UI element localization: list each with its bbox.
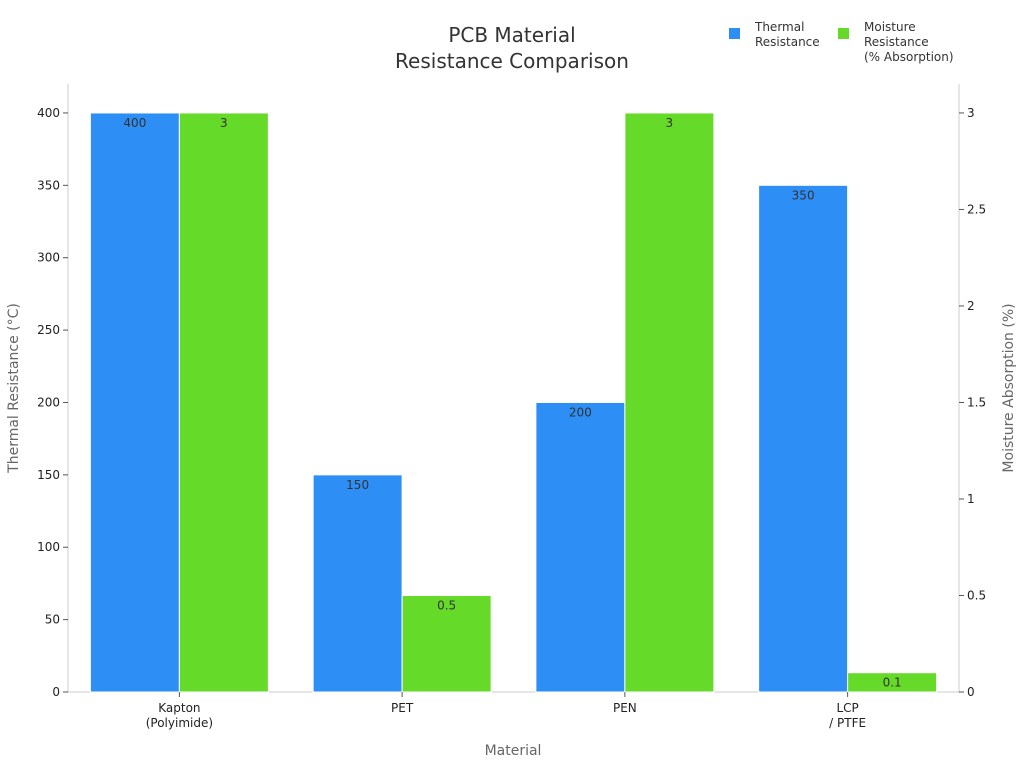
bar-thermal [89, 112, 180, 693]
bar-value-label: 200 [569, 405, 592, 419]
x-tick-label: LCP [836, 701, 858, 715]
bar-labels: 400 3 150 0.5 200 3 350 0.1 [123, 116, 901, 690]
bar-value-label: 3 [666, 116, 674, 130]
legend-label: Resistance [755, 35, 820, 49]
left-tick-label: 200 [37, 395, 60, 409]
left-tick-label: 250 [37, 323, 60, 337]
y-axis-label-right: Moisture Absorption (%) [1001, 303, 1017, 472]
x-tick-label: Kapton [158, 701, 200, 715]
x-tick-label: PEN [613, 701, 637, 715]
bar-moisture [847, 672, 938, 693]
bar-thermal [535, 401, 626, 693]
left-y-ticks: 0 50 100 150 200 250 300 350 400 [37, 106, 68, 699]
x-tick-label: / PTFE [829, 716, 866, 730]
right-tick-label: 0.5 [967, 588, 986, 602]
right-tick-label: 2 [967, 299, 975, 313]
bar-thermal [312, 474, 403, 693]
legend-label: Moisture [864, 20, 916, 34]
left-tick-label: 100 [37, 540, 60, 554]
bar-thermal [758, 184, 849, 693]
left-tick-label: 300 [37, 251, 60, 265]
bars [89, 112, 938, 693]
bar-value-label: 0.1 [883, 676, 902, 690]
legend-label: Resistance [864, 35, 929, 49]
x-axis-label: Material [485, 743, 542, 759]
chart-title-line: Resistance Comparison [395, 49, 629, 73]
chart-title-line: PCB Material [448, 23, 575, 47]
bar-value-label: 0.5 [437, 598, 456, 612]
right-tick-label: 0 [967, 685, 975, 699]
right-tick-label: 2.5 [967, 202, 986, 216]
legend-label: Thermal [754, 20, 804, 34]
right-tick-label: 1.5 [967, 395, 986, 409]
left-tick-label: 350 [37, 178, 60, 192]
x-ticks: Kapton(Polyimide) PET PEN LCP/ PTFE [146, 692, 866, 730]
bar-value-label: 350 [792, 188, 815, 202]
legend-swatch [838, 28, 849, 39]
bar-moisture [401, 594, 492, 693]
y-axis-label-left: Thermal Resistance (°C) [6, 303, 22, 474]
left-tick-label: 400 [37, 106, 60, 120]
bar-value-label: 150 [346, 478, 369, 492]
left-tick-label: 150 [37, 468, 60, 482]
x-tick-label: (Polyimide) [146, 716, 213, 730]
bar-moisture [624, 112, 715, 693]
bar-value-label: 400 [123, 116, 146, 130]
bar-value-label: 3 [220, 116, 228, 130]
bar-moisture [178, 112, 269, 693]
legend-swatch [729, 28, 740, 39]
right-tick-label: 3 [967, 106, 975, 120]
left-tick-label: 50 [45, 613, 60, 627]
legend-label: (% Absorption) [864, 50, 954, 64]
right-tick-label: 1 [967, 492, 975, 506]
x-tick-label: PET [391, 701, 414, 715]
left-tick-label: 0 [52, 685, 60, 699]
right-y-ticks: 0 0.5 1 1.5 2 2.5 3 [959, 106, 986, 699]
